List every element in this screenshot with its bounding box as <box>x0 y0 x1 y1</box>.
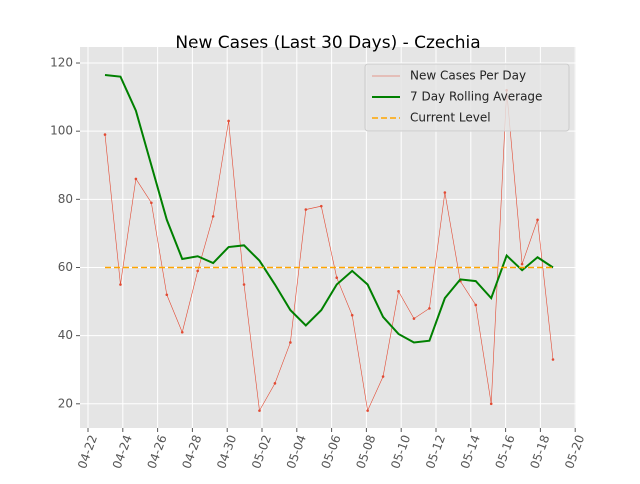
legend: New Cases Per Day 7 Day Rolling Average Cu… <box>364 63 570 132</box>
x-tick-label: 04-26 <box>145 433 170 471</box>
point <box>428 307 431 310</box>
x-tick-label: 04-30 <box>214 433 239 471</box>
y-tick-label: 40 <box>58 328 73 342</box>
x-tick-label: 05-06 <box>319 433 344 471</box>
point <box>103 133 107 136</box>
x-tick-label: 05-20 <box>562 433 587 471</box>
legend-box <box>364 63 570 132</box>
point <box>474 303 478 307</box>
series-line <box>104 73 554 344</box>
series-line <box>104 90 554 412</box>
point <box>520 262 524 266</box>
point <box>196 269 199 273</box>
point <box>443 191 447 194</box>
point <box>273 382 277 385</box>
point <box>258 409 261 412</box>
x-tick-label: 05-14 <box>458 433 483 471</box>
y-tick-label: 60 <box>58 260 73 274</box>
x-tick-label: 05-16 <box>493 433 518 471</box>
point <box>335 276 339 280</box>
point <box>536 218 539 222</box>
point <box>412 317 416 320</box>
y-tick-label: 20 <box>58 396 73 410</box>
legend-label: Current Level <box>410 111 491 125</box>
x-tick-label: 05-08 <box>353 433 378 471</box>
point <box>150 201 153 205</box>
x-tick-label: 05-18 <box>527 433 552 471</box>
point <box>381 375 385 378</box>
y-tick-label: 100 <box>50 124 73 138</box>
chart-title: New Cases (Last 30 Days) - Czechia <box>175 33 480 53</box>
point <box>180 330 184 334</box>
point <box>350 313 354 317</box>
x-tick-label: 05-12 <box>423 433 448 471</box>
point <box>119 283 122 286</box>
x-tick-label: 05-02 <box>249 433 274 471</box>
point <box>319 204 323 208</box>
x-tick-label: 04-24 <box>110 433 135 471</box>
point <box>227 119 230 123</box>
point <box>289 341 292 344</box>
y-tick-label: 80 <box>58 192 73 206</box>
point <box>134 177 138 181</box>
point <box>211 215 215 218</box>
legend-label: New Cases Per Day <box>410 69 526 83</box>
x-tick-label: 04-22 <box>75 433 100 471</box>
x-tick-label: 05-10 <box>388 433 413 471</box>
point <box>397 290 400 293</box>
point <box>165 293 169 297</box>
point <box>551 358 555 361</box>
point <box>304 208 308 211</box>
point <box>242 283 246 286</box>
x-tick-label: 05-04 <box>284 433 309 471</box>
point <box>366 409 369 412</box>
point <box>489 402 493 406</box>
x-tick-label: 04-28 <box>179 433 204 471</box>
legend-label: 7 Day Rolling Average <box>410 90 542 104</box>
y-tick-label: 120 <box>50 56 73 70</box>
